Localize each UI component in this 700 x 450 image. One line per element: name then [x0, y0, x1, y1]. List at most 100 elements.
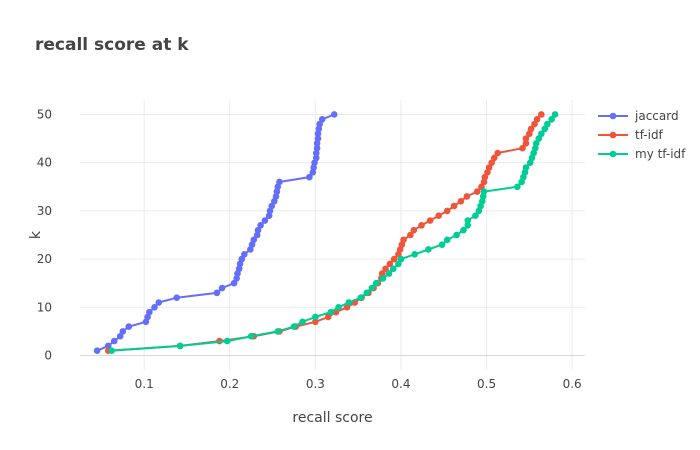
data-point-jaccard[interactable] [254, 226, 262, 234]
data-point-jaccard[interactable] [261, 217, 269, 224]
data-point-jaccard[interactable] [313, 144, 321, 152]
data-point-my-tf-idf[interactable] [464, 222, 472, 229]
data-point-tf-idf[interactable] [522, 140, 530, 147]
data-point-my-tf-idf[interactable] [335, 304, 342, 311]
data-point-tf-idf[interactable] [400, 236, 407, 244]
legend-item-my-tf-idf[interactable]: my tf-idf [598, 147, 686, 161]
data-point-my-tf-idf[interactable] [460, 226, 467, 234]
data-point-my-tf-idf[interactable] [443, 236, 451, 244]
data-point-jaccard[interactable] [276, 178, 283, 186]
data-point-my-tf-idf[interactable] [472, 212, 479, 220]
data-point-my-tf-idf[interactable] [464, 217, 472, 224]
data-point-my-tf-idf[interactable] [544, 120, 551, 128]
data-point-tf-idf[interactable] [463, 193, 471, 200]
data-point-my-tf-idf[interactable] [299, 318, 306, 326]
data-point-my-tf-idf[interactable] [389, 265, 397, 273]
data-point-jaccard[interactable] [155, 299, 163, 306]
data-point-jaccard[interactable] [116, 332, 124, 340]
legend-item-tf-idf[interactable]: tf-idf [598, 128, 664, 142]
data-point-tf-idf[interactable] [485, 164, 493, 171]
data-point-tf-idf[interactable] [418, 222, 425, 229]
data-point-my-tf-idf[interactable] [327, 308, 335, 316]
data-point-my-tf-idf[interactable] [395, 260, 402, 268]
data-point-jaccard[interactable] [151, 304, 158, 311]
data-point-jaccard[interactable] [110, 337, 118, 345]
data-point-my-tf-idf[interactable] [535, 135, 543, 142]
data-point-jaccard[interactable] [312, 154, 320, 162]
data-point-jaccard[interactable] [213, 289, 221, 297]
data-point-my-tf-idf[interactable] [548, 115, 555, 123]
data-point-my-tf-idf[interactable] [368, 284, 376, 292]
data-point-jaccard[interactable] [238, 255, 246, 263]
data-point-my-tf-idf[interactable] [438, 241, 446, 248]
data-point-jaccard[interactable] [218, 284, 226, 292]
data-point-jaccard[interactable] [250, 236, 258, 244]
data-point-tf-idf[interactable] [457, 197, 465, 205]
data-point-my-tf-idf[interactable] [411, 250, 418, 258]
data-point-tf-idf[interactable] [410, 226, 418, 234]
data-point-tf-idf[interactable] [478, 183, 485, 191]
data-point-jaccard[interactable] [241, 250, 248, 258]
data-point-jaccard[interactable] [93, 347, 101, 355]
data-point-my-tf-idf[interactable] [223, 337, 231, 345]
data-point-my-tf-idf[interactable] [108, 347, 115, 355]
data-point-tf-idf[interactable] [324, 313, 332, 321]
data-point-jaccard[interactable] [125, 323, 133, 330]
data-point-my-tf-idf[interactable] [379, 275, 387, 282]
data-point-jaccard[interactable] [316, 120, 323, 128]
data-point-my-tf-idf[interactable] [453, 231, 460, 239]
data-point-tf-idf[interactable] [382, 265, 389, 273]
data-point-jaccard[interactable] [257, 222, 264, 229]
data-point-tf-idf[interactable] [390, 255, 398, 263]
data-point-my-tf-idf[interactable] [385, 270, 393, 277]
data-point-my-tf-idf[interactable] [514, 183, 521, 191]
data-point-jaccard[interactable] [173, 294, 181, 301]
data-point-jaccard[interactable] [330, 111, 338, 118]
data-point-jaccard[interactable] [104, 342, 112, 350]
data-point-tf-idf[interactable] [519, 144, 526, 152]
data-point-tf-idf[interactable] [488, 159, 496, 166]
data-point-my-tf-idf[interactable] [551, 111, 559, 118]
data-point-my-tf-idf[interactable] [372, 279, 380, 287]
data-point-tf-idf[interactable] [531, 120, 538, 128]
data-point-my-tf-idf[interactable] [522, 164, 530, 171]
data-point-my-tf-idf[interactable] [312, 313, 319, 321]
data-point-jaccard[interactable] [318, 115, 326, 123]
data-point-my-tf-idf[interactable] [290, 323, 298, 330]
data-point-tf-idf[interactable] [386, 260, 394, 268]
data-point-my-tf-idf[interactable] [363, 289, 371, 297]
data-point-my-tf-idf[interactable] [176, 342, 184, 350]
data-point-tf-idf[interactable] [426, 217, 434, 224]
data-point-jaccard[interactable] [230, 279, 238, 287]
data-point-my-tf-idf[interactable] [397, 255, 405, 263]
data-point-my-tf-idf[interactable] [538, 130, 545, 138]
legend-item-jaccard[interactable]: jaccard [598, 109, 679, 123]
data-point-my-tf-idf[interactable] [274, 328, 282, 335]
data-point-my-tf-idf[interactable] [532, 140, 540, 147]
data-point-my-tf-idf[interactable] [345, 299, 353, 306]
data-point-tf-idf[interactable] [481, 173, 489, 181]
data-point-jaccard[interactable] [119, 328, 127, 335]
data-point-my-tf-idf[interactable] [357, 294, 365, 301]
data-point-jaccard[interactable] [306, 173, 313, 181]
data-point-my-tf-idf[interactable] [425, 246, 432, 253]
data-point-tf-idf[interactable] [435, 212, 442, 220]
data-point-jaccard[interactable] [268, 202, 276, 210]
data-point-tf-idf[interactable] [450, 202, 458, 210]
data-point-tf-idf[interactable] [473, 188, 481, 195]
data-point-my-tf-idf[interactable] [247, 332, 255, 340]
data-point-tf-idf[interactable] [443, 207, 451, 215]
data-point-jaccard[interactable] [146, 308, 153, 316]
data-point-tf-idf[interactable] [494, 149, 501, 157]
legend[interactable]: jaccard tf-idf my tf-idf [598, 109, 686, 161]
data-point-my-tf-idf[interactable] [480, 188, 488, 195]
data-point-jaccard[interactable] [314, 135, 322, 142]
data-point-my-tf-idf[interactable] [541, 125, 549, 133]
data-point-tf-idf[interactable] [407, 231, 414, 239]
data-point-tf-idf[interactable] [533, 115, 541, 123]
data-point-tf-idf[interactable] [538, 111, 545, 118]
data-point-tf-idf[interactable] [312, 318, 319, 326]
data-point-tf-idf[interactable] [522, 135, 530, 142]
data-point-tf-idf[interactable] [527, 125, 535, 133]
data-point-tf-idf[interactable] [490, 154, 498, 162]
